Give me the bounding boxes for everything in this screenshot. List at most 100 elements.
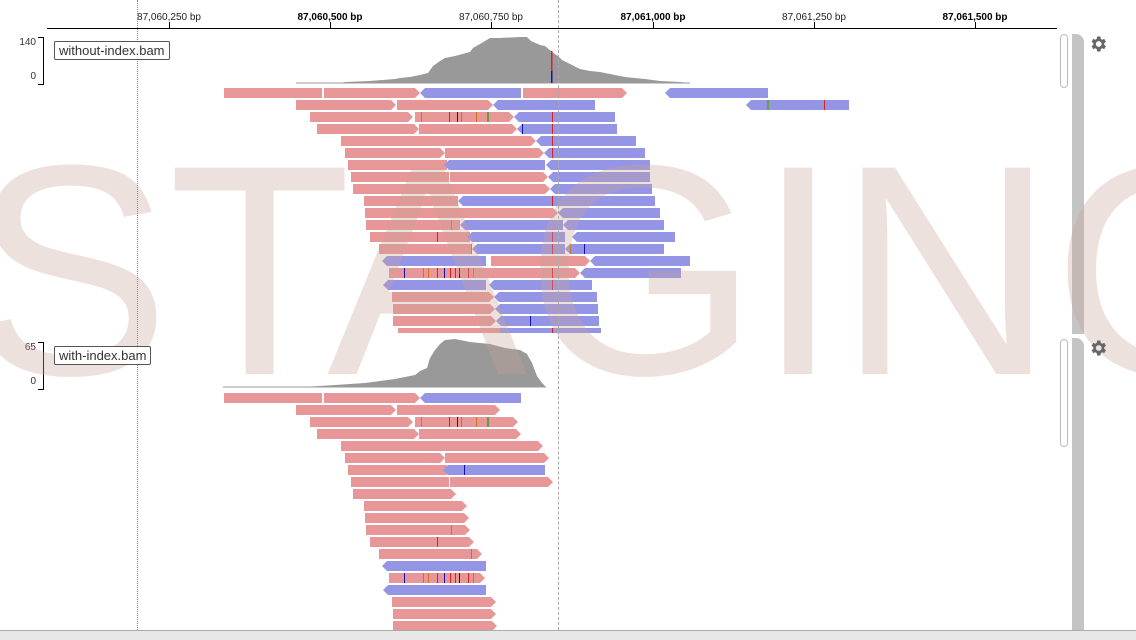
- read-forward[interactable]: [440, 441, 543, 451]
- gear-icon[interactable]: [1088, 34, 1108, 54]
- read-forward[interactable]: [389, 268, 480, 278]
- read-forward[interactable]: [345, 453, 445, 463]
- read-forward[interactable]: [450, 477, 553, 487]
- read-reverse[interactable]: [382, 256, 486, 266]
- track-resize-handle[interactable]: [1072, 338, 1084, 630]
- read-reverse[interactable]: [494, 292, 597, 302]
- read-forward[interactable]: [450, 172, 548, 182]
- read-forward[interactable]: [364, 501, 467, 511]
- read-forward[interactable]: [353, 184, 451, 194]
- mismatch-marker: [461, 112, 462, 122]
- read-forward[interactable]: [365, 513, 469, 523]
- read-forward[interactable]: [440, 136, 536, 146]
- read-forward[interactable]: [419, 429, 521, 439]
- read-forward[interactable]: [451, 184, 550, 194]
- track-scrollbar-thumb[interactable]: [1060, 34, 1068, 88]
- read-forward[interactable]: [419, 124, 517, 134]
- read-forward[interactable]: [317, 429, 419, 439]
- read-forward[interactable]: [445, 148, 544, 158]
- read-reverse[interactable]: [544, 148, 645, 158]
- read-reverse[interactable]: [572, 232, 675, 242]
- read-forward[interactable]: [370, 537, 474, 547]
- read-reverse[interactable]: [495, 304, 598, 314]
- read-forward[interactable]: [224, 88, 322, 98]
- read-forward[interactable]: [317, 124, 419, 134]
- read-forward[interactable]: [392, 597, 496, 607]
- track-scrollbar-thumb[interactable]: [1060, 339, 1068, 447]
- read-forward[interactable]: [379, 244, 472, 254]
- read-forward[interactable]: [392, 292, 494, 302]
- read-reverse[interactable]: [496, 316, 599, 326]
- read-reverse[interactable]: [383, 585, 486, 595]
- read-forward[interactable]: [379, 549, 482, 559]
- read-reverse[interactable]: [460, 220, 563, 230]
- read-reverse[interactable]: [580, 268, 681, 278]
- read-reverse[interactable]: [536, 136, 636, 146]
- read-forward[interactable]: [353, 489, 456, 499]
- read-reverse[interactable]: [382, 561, 486, 571]
- read-forward[interactable]: [415, 417, 518, 427]
- read-reverse[interactable]: [563, 220, 664, 230]
- read-forward[interactable]: [370, 232, 470, 242]
- read-forward[interactable]: [465, 208, 558, 218]
- read-forward[interactable]: [397, 405, 500, 415]
- read-forward[interactable]: [491, 256, 590, 266]
- read-forward[interactable]: [365, 208, 465, 218]
- read-reverse[interactable]: [665, 88, 768, 98]
- read-reverse[interactable]: [746, 100, 849, 110]
- read-reverse[interactable]: [420, 88, 521, 98]
- read-reverse[interactable]: [548, 172, 650, 182]
- read-forward[interactable]: [393, 304, 495, 314]
- read-forward[interactable]: [324, 393, 420, 403]
- read-reverse[interactable]: [546, 160, 650, 170]
- read-reverse[interactable]: [420, 393, 521, 403]
- read-reverse[interactable]: [517, 124, 617, 134]
- read-forward[interactable]: [310, 417, 413, 427]
- read-reverse[interactable]: [458, 196, 558, 206]
- read-forward[interactable]: [296, 405, 396, 415]
- read-reverse[interactable]: [443, 465, 545, 475]
- read-forward[interactable]: [348, 465, 447, 475]
- read-forward[interactable]: [348, 160, 447, 170]
- read-reverse[interactable]: [500, 328, 601, 333]
- read-reverse[interactable]: [558, 208, 660, 218]
- track-label[interactable]: with-index.bam: [54, 346, 152, 365]
- read-forward[interactable]: [397, 100, 493, 110]
- read-forward[interactable]: [366, 525, 470, 535]
- read-reverse[interactable]: [550, 184, 652, 194]
- read-reverse[interactable]: [467, 232, 565, 242]
- coverage-histogram[interactable]: [0, 338, 1136, 390]
- read-forward[interactable]: [393, 609, 496, 619]
- read-reverse[interactable]: [444, 160, 545, 170]
- read-forward[interactable]: [351, 172, 449, 182]
- read-forward[interactable]: [296, 100, 396, 110]
- read-forward[interactable]: [364, 196, 458, 206]
- read-forward[interactable]: [393, 316, 496, 326]
- read-reverse[interactable]: [493, 100, 595, 110]
- read-forward[interactable]: [324, 88, 420, 98]
- read-forward[interactable]: [351, 477, 449, 487]
- read-reverse[interactable]: [472, 244, 565, 254]
- read-forward[interactable]: [480, 268, 580, 278]
- read-forward[interactable]: [224, 393, 322, 403]
- gear-icon[interactable]: [1088, 338, 1108, 358]
- read-forward[interactable]: [398, 328, 500, 333]
- read-forward[interactable]: [445, 453, 549, 463]
- read-reverse[interactable]: [489, 280, 592, 290]
- read-reverse[interactable]: [590, 256, 690, 266]
- read-forward[interactable]: [523, 88, 627, 98]
- read-reverse[interactable]: [514, 112, 615, 122]
- read-forward[interactable]: [341, 136, 440, 146]
- track-label[interactable]: without-index.bam: [54, 41, 170, 60]
- read-forward[interactable]: [366, 220, 460, 230]
- read-reverse[interactable]: [383, 280, 486, 290]
- read-reverse[interactable]: [565, 244, 664, 254]
- read-forward[interactable]: [415, 112, 514, 122]
- track-resize-handle[interactable]: [1072, 34, 1084, 334]
- read-forward[interactable]: [310, 112, 413, 122]
- read-reverse[interactable]: [558, 196, 655, 206]
- read-forward[interactable]: [341, 441, 440, 451]
- read-forward[interactable]: [345, 148, 445, 158]
- read-forward[interactable]: [393, 621, 497, 630]
- coverage-histogram[interactable]: [0, 33, 1136, 85]
